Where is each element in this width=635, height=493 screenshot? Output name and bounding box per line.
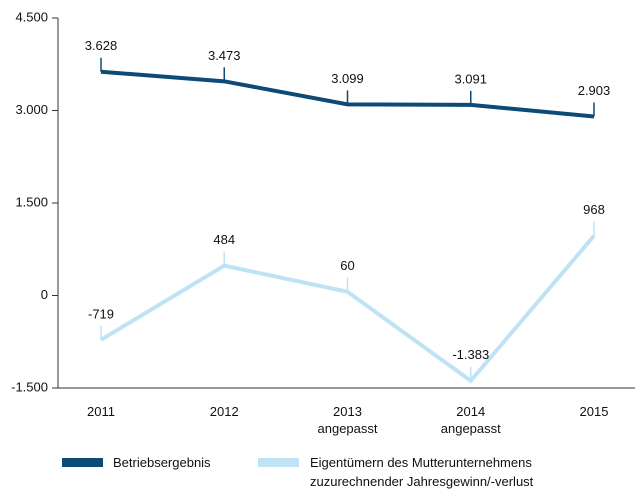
- data-label: 2.903: [578, 83, 611, 98]
- data-label: 3.091: [454, 71, 487, 86]
- legend-swatch: [258, 458, 299, 467]
- y-tick-label: 0: [41, 287, 48, 302]
- data-label: -1.383: [452, 347, 489, 362]
- data-label: 968: [583, 202, 605, 217]
- y-tick-label: -1.500: [11, 379, 48, 394]
- x-tick-label: 2014 angepasst: [440, 404, 501, 436]
- data-label: -719: [88, 306, 114, 321]
- x-tick-label: 2015: [579, 404, 609, 419]
- data-label: 3.628: [85, 38, 118, 53]
- data-label: 3.099: [331, 71, 364, 86]
- legend-label: Eigentümern des Mutterunternehmens zuzur…: [310, 455, 534, 489]
- x-tick-label: 2011: [87, 404, 115, 419]
- x-tick-label: 2012: [209, 404, 239, 419]
- x-tick-label: 2013 angepasst: [317, 404, 378, 436]
- y-tick-label: 1.500: [15, 194, 48, 209]
- data-label: 484: [213, 232, 235, 247]
- y-tick-label: 4.500: [15, 9, 48, 24]
- legend-swatch: [62, 458, 103, 467]
- y-tick-label: 3.000: [15, 102, 48, 117]
- data-label: 60: [340, 258, 354, 273]
- data-label: 3.473: [208, 48, 241, 63]
- legend-label: Betriebsergebnis: [113, 455, 211, 470]
